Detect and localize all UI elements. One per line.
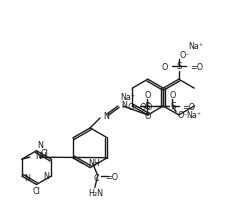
Text: –O: –O [143,102,153,112]
Text: =O: =O [182,102,195,112]
Text: =O: =O [190,63,203,72]
Text: N: N [43,172,49,181]
Text: =O: =O [105,173,118,182]
Text: S: S [170,102,176,110]
Text: N: N [37,141,43,150]
Text: C: C [94,174,100,183]
Text: N: N [103,112,109,122]
Text: O: O [161,63,168,72]
Text: O: O [144,90,151,100]
Text: Na⁺: Na⁺ [189,42,204,51]
Text: NH: NH [88,159,100,168]
Text: Na⁺: Na⁺ [186,112,201,120]
Text: NH: NH [35,152,46,161]
Text: O⁻: O⁻ [177,112,188,120]
Text: N: N [121,100,127,110]
Text: O⁻: O⁻ [180,51,190,60]
Text: S: S [145,102,150,110]
Text: H₂N: H₂N [88,189,103,198]
Text: O: O [144,112,151,122]
Text: N: N [24,174,30,182]
Text: O: O [169,90,175,100]
Text: -O: -O [138,102,147,112]
Text: Cl: Cl [33,187,40,196]
Text: -O⁻: -O⁻ [126,102,140,112]
Text: Cl: Cl [40,149,48,158]
Text: Na⁺: Na⁺ [120,93,135,102]
Text: S: S [176,62,182,71]
